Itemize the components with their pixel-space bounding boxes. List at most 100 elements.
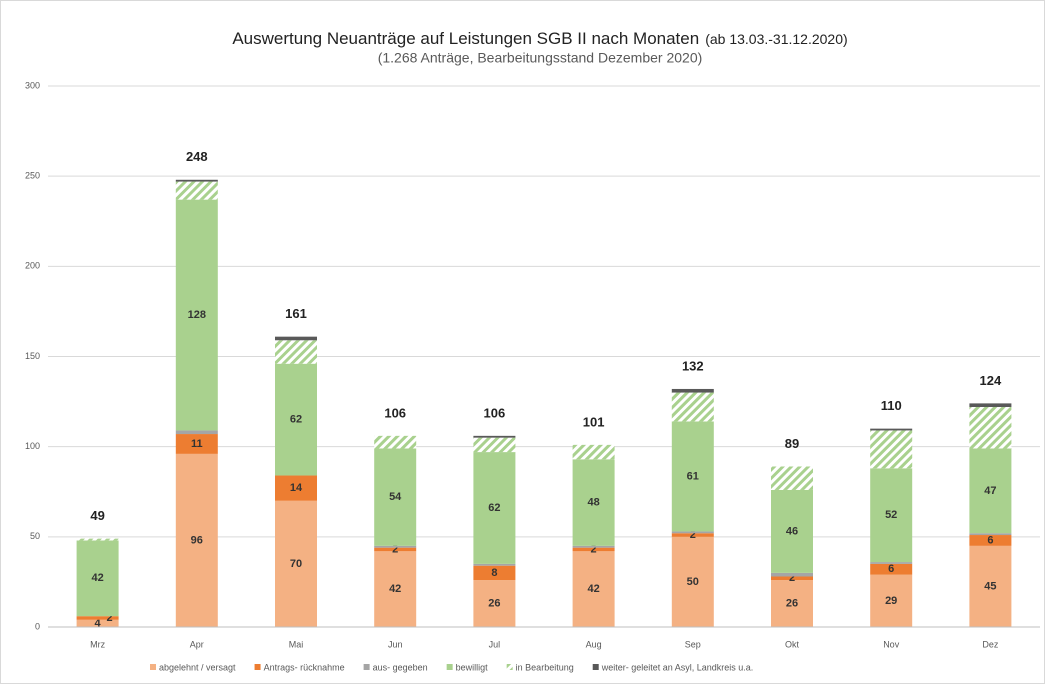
data-label: 48 xyxy=(587,496,599,508)
chart-subtitle: (1.268 Anträge, Bearbeitungsstand Dezemb… xyxy=(378,50,703,66)
data-label: 4 xyxy=(95,617,102,629)
bar-segment xyxy=(374,551,417,627)
bar-segment xyxy=(572,547,615,552)
total-label: 49 xyxy=(90,508,104,523)
bar-segment xyxy=(671,531,714,534)
data-label: 2 xyxy=(690,529,696,541)
legend-label: in Bearbeitung xyxy=(516,662,574,672)
bar-segment xyxy=(671,536,714,627)
y-tick-label: 0 xyxy=(35,621,40,631)
legend-swatch xyxy=(592,664,599,670)
data-label: 70 xyxy=(290,558,302,570)
legend-label: abgelehnt / versagt xyxy=(159,662,236,672)
bar-segment xyxy=(473,565,516,581)
legend-swatch xyxy=(446,664,453,670)
data-label: 42 xyxy=(587,583,599,595)
y-tick-label: 50 xyxy=(30,531,40,541)
total-label: 110 xyxy=(881,398,902,413)
bar-segment xyxy=(771,489,813,573)
bar-segment xyxy=(275,336,317,341)
data-label: 11 xyxy=(191,438,203,450)
bar-segment xyxy=(76,538,119,541)
total-label: 101 xyxy=(583,414,605,429)
total-label: 161 xyxy=(285,306,307,321)
title-suffix: (ab 13.03.-31.12.2020) xyxy=(705,31,847,47)
bar-segment xyxy=(275,340,317,364)
bar-segment xyxy=(771,466,813,490)
bar-segment xyxy=(969,403,1012,407)
legend-label: weiter- geleitet an Asyl, Landkreis u.a. xyxy=(601,662,754,672)
bar-segment xyxy=(572,444,615,460)
bar-segment xyxy=(76,540,119,617)
bar-segment xyxy=(275,475,317,501)
bar-segment xyxy=(969,448,1012,534)
x-tick-label: Aug xyxy=(586,639,602,649)
data-label: 42 xyxy=(91,572,103,584)
y-tick-label: 150 xyxy=(25,351,40,361)
x-tick-label: Apr xyxy=(190,639,204,649)
bar-segment xyxy=(870,563,913,575)
data-label: 52 xyxy=(885,509,897,521)
x-tick-label: Nov xyxy=(883,639,900,649)
data-label: 2 xyxy=(591,543,597,555)
bar-segment xyxy=(771,576,813,581)
x-tick-label: Sep xyxy=(685,639,701,649)
bar-segment xyxy=(771,572,813,577)
bar-segment xyxy=(771,580,813,627)
bar-segment xyxy=(671,392,714,422)
bar-segment xyxy=(374,435,417,449)
data-label: 2 xyxy=(789,572,795,584)
x-tick-label: Mai xyxy=(289,639,304,649)
data-label: 14 xyxy=(290,482,303,494)
bar-segment xyxy=(175,434,218,454)
legend-swatch xyxy=(150,664,156,670)
bar-segment xyxy=(473,563,516,566)
bar-segment xyxy=(473,580,516,627)
bar-segment xyxy=(473,435,516,438)
bar-segment xyxy=(870,428,913,431)
data-label: 42 xyxy=(389,583,401,595)
data-label: 96 xyxy=(191,534,203,546)
total-label: 124 xyxy=(980,373,1002,388)
bar-segment xyxy=(572,545,615,548)
data-label: 26 xyxy=(786,597,798,609)
y-tick-label: 250 xyxy=(25,171,40,181)
y-tick-label: 300 xyxy=(25,80,40,90)
data-label: 2 xyxy=(107,612,113,624)
legend-swatch xyxy=(254,664,261,670)
data-label: 47 xyxy=(984,485,996,497)
data-label: 2 xyxy=(392,543,398,555)
bar-segment xyxy=(175,453,218,627)
bar-segment xyxy=(175,181,218,200)
bar-segment xyxy=(175,199,218,431)
y-tick-label: 200 xyxy=(25,261,40,271)
bar-segment xyxy=(671,388,714,393)
total-label: 106 xyxy=(484,405,506,420)
legend-label: bewilligt xyxy=(456,662,489,672)
bar-segment xyxy=(870,468,913,563)
legend-swatch xyxy=(506,664,513,670)
x-tick-label: Jun xyxy=(388,639,403,649)
data-label: 45 xyxy=(984,580,996,592)
bar-segment xyxy=(969,535,1012,546)
bar-segment xyxy=(374,448,417,546)
data-label: 62 xyxy=(290,414,302,426)
data-label: 29 xyxy=(885,595,897,607)
data-label: 46 xyxy=(786,525,798,537)
bar-segment xyxy=(374,547,417,552)
bar-segment xyxy=(473,437,516,453)
x-tick-label: Dez xyxy=(982,639,999,649)
bar-segment xyxy=(969,406,1012,449)
bar-segment xyxy=(175,430,218,435)
total-label: 106 xyxy=(384,405,406,420)
x-tick-label: Mrz xyxy=(90,639,105,649)
x-tick-label: Okt xyxy=(785,639,800,649)
bar-segment xyxy=(671,421,714,532)
data-label: 8 xyxy=(491,567,497,579)
x-tick-label: Jul xyxy=(489,639,501,649)
data-label: 62 xyxy=(488,502,500,514)
bar-segment xyxy=(572,551,615,627)
bar-segment xyxy=(870,574,913,627)
data-label: 61 xyxy=(687,470,699,482)
